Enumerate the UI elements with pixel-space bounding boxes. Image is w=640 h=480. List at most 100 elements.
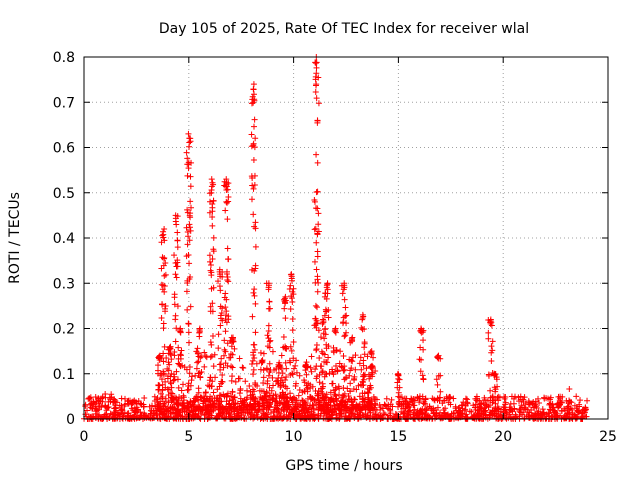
data-point: [367, 373, 374, 380]
data-point: [163, 406, 170, 413]
data-point: [380, 414, 387, 421]
data-point: [313, 189, 320, 196]
data-point: [125, 410, 132, 417]
data-point: [191, 395, 198, 402]
data-point: [423, 407, 430, 414]
data-point: [187, 303, 194, 310]
data-point: [240, 364, 247, 371]
data-point: [185, 161, 192, 168]
data-point: [186, 237, 193, 244]
data-point: [434, 354, 441, 361]
data-point: [162, 398, 169, 405]
data-point: [584, 397, 591, 404]
data-point: [302, 413, 309, 420]
data-point: [356, 393, 363, 400]
data-point: [218, 355, 225, 362]
data-point: [550, 404, 557, 411]
data-point: [227, 393, 234, 400]
data-point: [320, 383, 327, 390]
data-point: [224, 216, 231, 223]
data-point: [546, 401, 553, 408]
data-point: [431, 396, 438, 403]
data-point: [225, 278, 232, 285]
data-point: [363, 365, 370, 372]
data-point: [313, 95, 320, 102]
data-point: [534, 410, 541, 417]
data-point: [568, 399, 575, 406]
data-point: [530, 412, 537, 419]
data-point: [311, 226, 318, 233]
data-point: [346, 356, 353, 363]
data-point: [418, 329, 425, 336]
data-point: [305, 414, 312, 421]
data-point: [207, 401, 214, 408]
data-point: [313, 64, 320, 71]
data-point: [558, 399, 565, 406]
data-point: [309, 395, 316, 402]
data-point: [316, 379, 323, 386]
data-point: [231, 401, 238, 408]
data-point: [155, 362, 162, 369]
data-point: [87, 404, 94, 411]
data-point: [207, 339, 214, 346]
data-point: [340, 384, 347, 391]
data-point: [209, 256, 216, 263]
data-point: [251, 123, 257, 130]
data-point: [92, 410, 99, 417]
data-point: [526, 414, 533, 421]
data-point: [185, 252, 192, 259]
data-point: [186, 363, 193, 370]
data-point: [554, 401, 561, 408]
data-point: [209, 214, 216, 221]
data-point: [256, 387, 263, 394]
data-point: [289, 371, 296, 378]
data-point: [201, 349, 208, 356]
data-point: [323, 371, 330, 378]
data-point: [576, 401, 583, 408]
data-point: [251, 116, 258, 123]
data-point: [320, 394, 327, 401]
y-tick-label: 0.3: [53, 276, 75, 292]
data-point: [250, 371, 257, 378]
data-point: [487, 387, 494, 394]
data-point: [283, 374, 290, 381]
data-point: [364, 389, 371, 396]
data-point: [510, 395, 517, 402]
data-point: [251, 292, 258, 299]
data-point: [211, 400, 218, 407]
data-point: [545, 395, 552, 402]
data-point: [210, 284, 217, 291]
data-point: [321, 351, 328, 358]
data-point: [485, 397, 492, 404]
data-point: [184, 279, 191, 286]
axis-ticks: 0 0.1 0.2 0.3 0.4 0.5 0.6 0.7 0.8 0 5 10 15 20 25: [53, 50, 617, 445]
data-point: [188, 406, 195, 413]
data-point: [270, 382, 277, 389]
data-point: [266, 298, 273, 305]
data-point: [180, 392, 187, 399]
data-point: [284, 406, 291, 413]
data-point: [160, 358, 167, 365]
data-point: [174, 244, 181, 251]
data-point: [171, 352, 178, 359]
data-point: [110, 414, 117, 421]
data-point: [361, 344, 368, 351]
data-point: [572, 413, 579, 420]
data-point: [231, 345, 238, 352]
data-point: [223, 268, 230, 275]
data-point: [266, 338, 273, 345]
data-point: [394, 403, 401, 410]
data-point: [492, 388, 499, 395]
data-point: [332, 384, 339, 391]
data-point: [287, 282, 294, 289]
data-point: [104, 404, 111, 411]
data-point: [132, 398, 139, 405]
data-point: [219, 378, 226, 385]
data-point: [563, 397, 570, 404]
data-point: [320, 319, 327, 326]
data-point: [266, 305, 273, 312]
data-point: [511, 406, 518, 413]
data-point: [164, 386, 171, 393]
data-point: [437, 409, 444, 416]
data-point: [340, 353, 347, 360]
